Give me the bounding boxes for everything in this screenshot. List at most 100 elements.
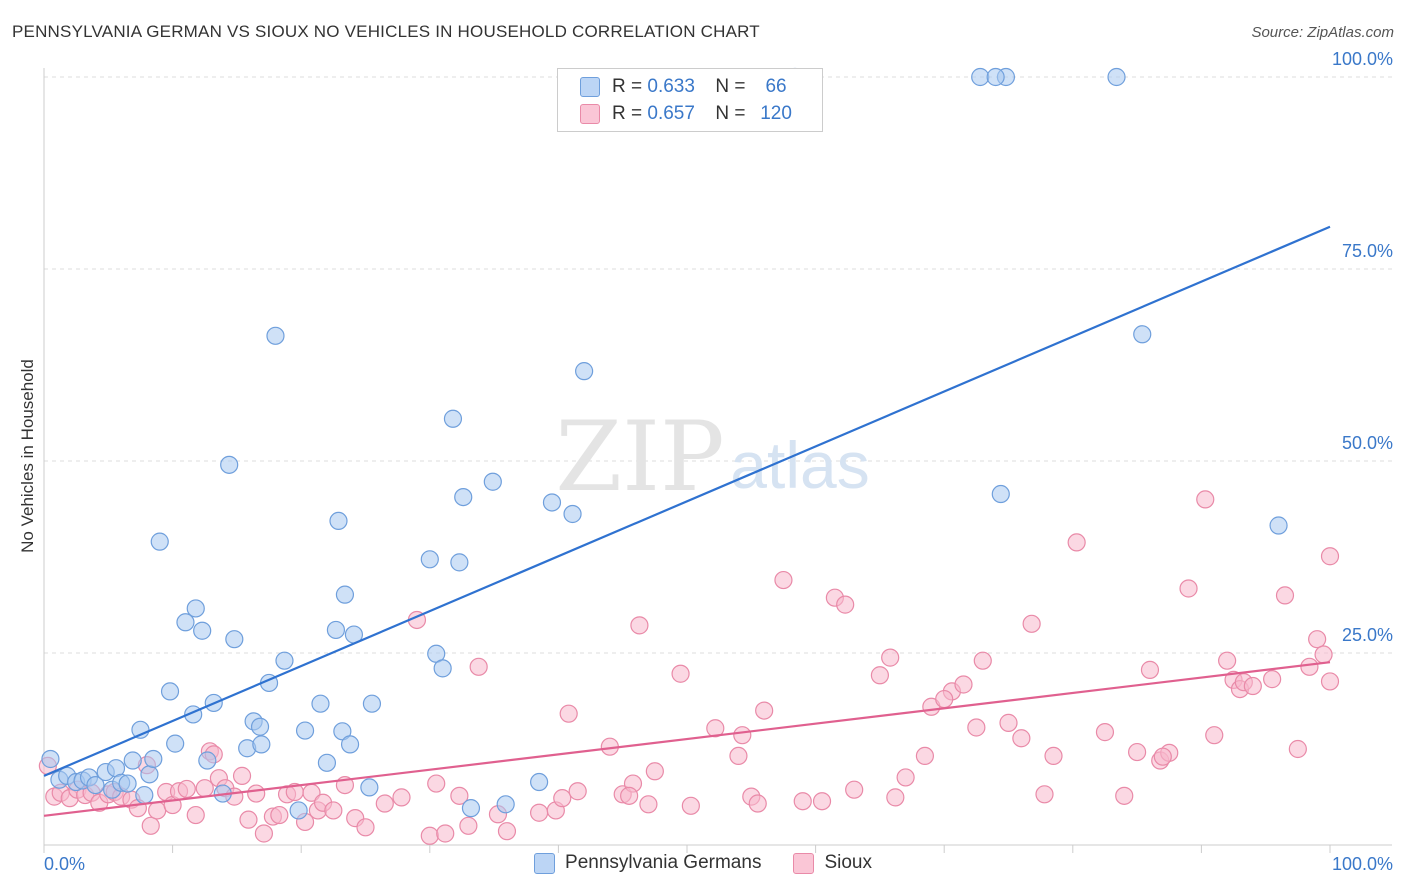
sioux-point (1288, 739, 1307, 759)
pennsylvania-germans-point (140, 765, 159, 784)
legend-item-pennsylvania-germans[interactable]: Pennsylvania Germans (534, 852, 761, 874)
pennsylvania-germans-point (123, 751, 142, 770)
sioux-point (247, 784, 266, 803)
pennsylvania-germans-point (252, 735, 271, 754)
sioux-point (568, 782, 587, 801)
pennsylvania-germans-point (340, 735, 360, 754)
pennsylvania-germans-point (450, 553, 469, 572)
sioux-point (1095, 723, 1115, 742)
pennsylvania-germans-point (496, 795, 515, 814)
pennsylvania-germans-point (193, 621, 212, 640)
sioux-trend-line (43, 661, 1331, 817)
sioux-point (553, 789, 572, 808)
sioux-point (639, 795, 658, 814)
sioux-point (1320, 672, 1340, 691)
sioux-point (845, 780, 864, 799)
watermark: ZIP atlas (555, 401, 869, 513)
pennsylvania-germans-point (420, 550, 439, 569)
sioux-point (324, 801, 343, 820)
pennsylvania-germans-point (971, 67, 990, 87)
sioux-point (671, 664, 690, 683)
pennsylvania-germans-point (326, 620, 346, 640)
sioux-point (239, 810, 258, 829)
sioux-point (1275, 586, 1295, 605)
pennsylvania-germans-point (275, 651, 294, 670)
pennsylvania-germans-point (1269, 516, 1288, 535)
sioux-point (1196, 490, 1215, 509)
sioux-point (793, 792, 812, 811)
sioux-point (1140, 660, 1160, 679)
sioux-point (681, 796, 700, 815)
legend-item-sioux[interactable]: Sioux (793, 852, 872, 874)
sioux-point (1218, 651, 1237, 670)
pennsylvania-germans-point (250, 717, 270, 736)
sioux-point (881, 648, 900, 667)
pennsylvania-germans-point (186, 599, 205, 618)
pennsylvania-germans-point (144, 749, 163, 769)
y-tick-label: 50.0% (1342, 433, 1393, 453)
axes (43, 68, 1392, 853)
sioux-point (896, 768, 915, 787)
sioux-point (1044, 746, 1063, 766)
sioux-point (1205, 726, 1224, 745)
sioux-point (755, 701, 774, 720)
sioux-point (812, 792, 832, 811)
sioux-point (436, 824, 455, 843)
sioux-point (1243, 676, 1262, 696)
sioux-points (38, 490, 1340, 845)
sioux-point (1012, 729, 1031, 748)
sioux-point (427, 774, 446, 793)
sioux-point (706, 719, 725, 738)
legend-r-label: R = (612, 103, 643, 124)
x-tick-label: 0.0% (44, 854, 85, 874)
pennsylvania-germans-point (1133, 325, 1152, 344)
source-label: Source: ZipAtlas.com (1251, 24, 1394, 41)
pennsylvania-germans-point (443, 409, 463, 428)
pennsylvania-germans-point (362, 694, 382, 713)
chart-title: PENNSYLVANIA GERMAN VS SIOUX NO VEHICLES… (12, 22, 760, 41)
pink-swatch (793, 852, 815, 874)
sioux-point (870, 666, 890, 685)
pennsylvania-germans-point (360, 778, 379, 797)
correlation-legend: R = 0.633 N = 66 R = 0.657 N = 120 (557, 68, 823, 132)
blue-swatch (534, 852, 556, 874)
legend-n-value: 66 (765, 76, 787, 97)
pennsylvania-germans-point (454, 487, 473, 507)
tick-labels: 25.0% 50.0% 75.0% 100.0% 0.0% 100.0% (44, 49, 1393, 874)
sioux-point (1115, 786, 1134, 805)
sioux-point (270, 805, 289, 825)
pennsylvania-germans-point (135, 785, 154, 805)
sioux-point (141, 816, 160, 835)
legend-r-value: 0.657 (647, 103, 695, 124)
sioux-point (915, 746, 935, 766)
sioux-point (497, 822, 517, 841)
watermark-atlas: atlas (730, 428, 869, 502)
pennsylvania-germans-point (433, 659, 452, 678)
sioux-point (630, 616, 649, 635)
pink-swatch (580, 104, 600, 124)
pennsylvania-germans-point (991, 484, 1010, 504)
sioux-point (148, 801, 167, 820)
sioux-point (886, 788, 905, 807)
sioux-point (748, 794, 767, 813)
pennsylvania-germans-point (266, 326, 285, 345)
legend-n-value: 120 (760, 103, 792, 124)
pennsylvania-germans-point (563, 504, 582, 524)
pennsylvania-germans-points (41, 67, 1288, 820)
pennsylvania-germans-point (575, 362, 594, 381)
sioux-point (1153, 747, 1172, 766)
pennsylvania-germans-point (329, 511, 348, 531)
pennsylvania-germans-point (118, 774, 137, 793)
pennsylvania-germans-point (86, 775, 105, 795)
pennsylvania-germans-point (542, 493, 562, 512)
sioux-point (1179, 579, 1198, 598)
sioux-point (733, 726, 752, 745)
pennsylvania-germans-point (220, 455, 239, 474)
legend-r-label: R = (612, 76, 643, 97)
trend-lines (43, 225, 1331, 817)
grid-lines (44, 76, 1392, 654)
sioux-point (1320, 547, 1340, 566)
sioux-point (774, 570, 793, 590)
pennsylvania-germans-point (198, 751, 217, 770)
